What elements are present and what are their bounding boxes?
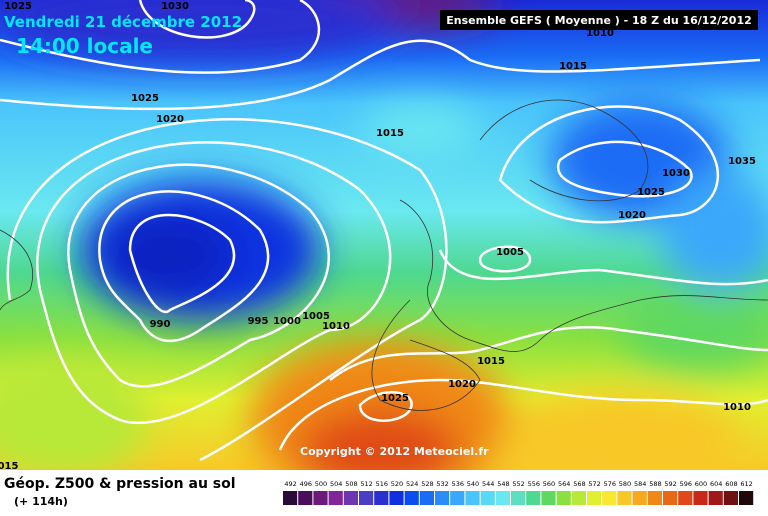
scale-swatch	[511, 491, 526, 505]
isobar-label: 1010	[723, 402, 751, 413]
isobar-label: 1035	[728, 156, 756, 167]
scale-label: 524	[406, 480, 418, 488]
isobars	[0, 0, 768, 460]
scale-label: 536	[452, 480, 464, 488]
scale-label: 556	[528, 480, 540, 488]
scale-swatch	[404, 491, 419, 505]
scale-swatch	[571, 491, 586, 505]
scale-swatch	[343, 491, 358, 505]
isobar-label: 1015	[559, 61, 587, 72]
scale-swatch	[374, 491, 389, 505]
scale-swatch	[526, 491, 541, 505]
scale-swatch	[723, 491, 738, 505]
forecast-lead: (+ 114h)	[14, 495, 68, 508]
scale-label: 608	[725, 480, 737, 488]
scale-label: 600	[695, 480, 707, 488]
scale-swatch	[359, 491, 374, 505]
scale-label: 504	[330, 480, 342, 488]
scale-label: 560	[543, 480, 555, 488]
scale-label: 500	[315, 480, 327, 488]
scale-swatch	[313, 491, 328, 505]
scale-swatch	[541, 491, 556, 505]
isobar-label: 1020	[156, 114, 184, 125]
isobar-label: 1000	[273, 316, 301, 327]
isobar-labels: 1025 1030 1010 1015 1025 1020 1015 1035 1030 1025…	[0, 1, 756, 472]
scale-label: 516	[376, 480, 388, 488]
scale-swatch	[450, 491, 465, 505]
footer-title: Géop. Z500 & pression au sol	[4, 476, 236, 492]
scale-label: 540	[467, 480, 479, 488]
scale-swatch	[587, 491, 602, 505]
scale-swatch	[663, 491, 678, 505]
isobar-label: 1010	[322, 321, 350, 332]
scale-label: 568	[573, 480, 585, 488]
isobar-label: 1030	[161, 1, 189, 12]
scale-label: 496	[300, 480, 312, 488]
isobar-label: 015	[0, 461, 18, 472]
scale-swatch	[739, 491, 754, 505]
model-banner	[440, 10, 758, 30]
isobar-label: 1025	[131, 93, 159, 104]
color-scale: 492 496 500 504 508 512 516 520 524 528 532 536 540 5…	[283, 480, 754, 505]
scale-label: 596	[680, 480, 692, 488]
scale-label: 572	[588, 480, 600, 488]
scale-swatch	[328, 491, 343, 505]
scale-swatch	[617, 491, 632, 505]
scale-swatch	[708, 491, 723, 505]
scale-swatch	[495, 491, 510, 505]
isobar-label: 990	[150, 319, 171, 330]
isobar-label: 1015	[477, 356, 505, 367]
scale-swatch	[283, 491, 298, 505]
scale-label: 592	[664, 480, 676, 488]
coastlines	[0, 99, 768, 411]
scale-label: 492	[284, 480, 296, 488]
copyright: Copyright © 2012 Meteociel.fr	[300, 445, 489, 458]
isobar-label: 1025	[637, 187, 665, 198]
scale-swatch	[693, 491, 708, 505]
scale-swatch	[647, 491, 662, 505]
scale-label: 588	[649, 480, 661, 488]
scale-label: 528	[421, 480, 433, 488]
scale-label: 552	[512, 480, 524, 488]
scale-label: 576	[604, 480, 616, 488]
time: 14:00 locale	[16, 34, 153, 58]
scale-label: 548	[497, 480, 509, 488]
scale-label: 604	[710, 480, 722, 488]
scale-swatch	[298, 491, 313, 505]
isobar-label: 1020	[448, 379, 476, 390]
scale-label: 520	[391, 480, 403, 488]
scale-swatch	[465, 491, 480, 505]
date: Vendredi 21 décembre 2012	[4, 13, 242, 31]
scale-label: 564	[558, 480, 570, 488]
isobar-label: 1025	[4, 1, 32, 12]
scale-swatch	[419, 491, 434, 505]
scale-swatch	[602, 491, 617, 505]
scale-swatch	[480, 491, 495, 505]
scale-label: 580	[619, 480, 631, 488]
isobar-label: 1010	[586, 28, 614, 39]
scale-label: 532	[436, 480, 448, 488]
isobar-label: 1005	[302, 311, 330, 322]
scale-swatch	[632, 491, 647, 505]
scale-swatch	[389, 491, 404, 505]
scale-label: 508	[345, 480, 357, 488]
isobar-label: 995	[248, 316, 269, 327]
isobar-label: 1025	[381, 393, 409, 404]
isobar-label: 1020	[618, 210, 646, 221]
scale-label: 544	[482, 480, 494, 488]
model-info: Ensemble GEFS ( Moyenne ) - 18 Z du 16/1…	[446, 14, 752, 27]
scale-label: 612	[740, 480, 752, 488]
isobar-label: 1005	[496, 247, 524, 258]
scale-swatch	[678, 491, 693, 505]
isobar-label: 1030	[662, 168, 690, 179]
scale-label: 584	[634, 480, 646, 488]
scale-swatch	[435, 491, 450, 505]
isobar-label: 1015	[376, 128, 404, 139]
scale-label: 512	[360, 480, 372, 488]
scale-swatch	[556, 491, 571, 505]
